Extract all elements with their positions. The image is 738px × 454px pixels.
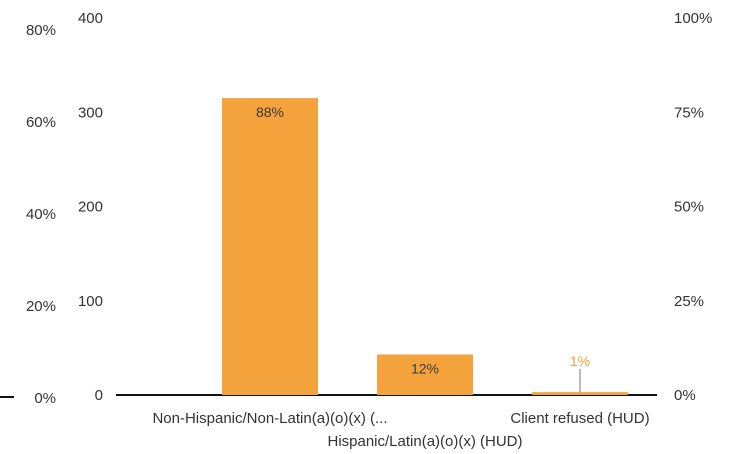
right-percent-tick-label: 0%	[674, 387, 696, 404]
category-label: Non-Hispanic/Non-Latin(a)(o)(x) (...	[152, 410, 387, 427]
y-tick-label: 100	[78, 293, 103, 310]
y-tick-label: 300	[78, 104, 103, 121]
y-tick-label: 200	[78, 199, 103, 216]
right-percent-tick-label: 25%	[674, 293, 704, 310]
category-labels: Non-Hispanic/Non-Latin(a)(o)(x) (... Hisp…	[152, 410, 649, 450]
bar-data-label: 1%	[570, 353, 590, 369]
left-percent-tick-label: 80%	[26, 22, 56, 39]
right-percent-tick-label: 50%	[674, 199, 704, 216]
y-tick-label: 0	[95, 387, 103, 404]
left-percent-tick-label: 0%	[34, 390, 56, 407]
bar	[377, 354, 473, 395]
left-percent-tick-label: 60%	[26, 114, 56, 131]
bars: 88% 12% 1%	[222, 98, 628, 396]
bar	[532, 392, 628, 395]
y-tick-label: 400	[78, 10, 103, 27]
right-percent-tick-label: 75%	[674, 104, 704, 121]
y-axis: 0 100 200 300 400	[78, 10, 103, 404]
bar-data-label: 12%	[411, 360, 439, 376]
bar-data-label: 88%	[256, 104, 284, 120]
left-percent-tick-label: 40%	[26, 206, 56, 223]
category-label: Client refused (HUD)	[510, 410, 649, 427]
right-percent-axis: 0% 25% 50% 75% 100%	[674, 10, 712, 404]
category-label: Hispanic/Latin(a)(o)(x) (HUD)	[327, 433, 522, 450]
left-percent-axis: 0% 20% 40% 60% 80%	[26, 22, 56, 407]
left-percent-tick-label: 20%	[26, 298, 56, 315]
bar	[222, 98, 318, 396]
right-percent-tick-label: 100%	[674, 10, 712, 27]
